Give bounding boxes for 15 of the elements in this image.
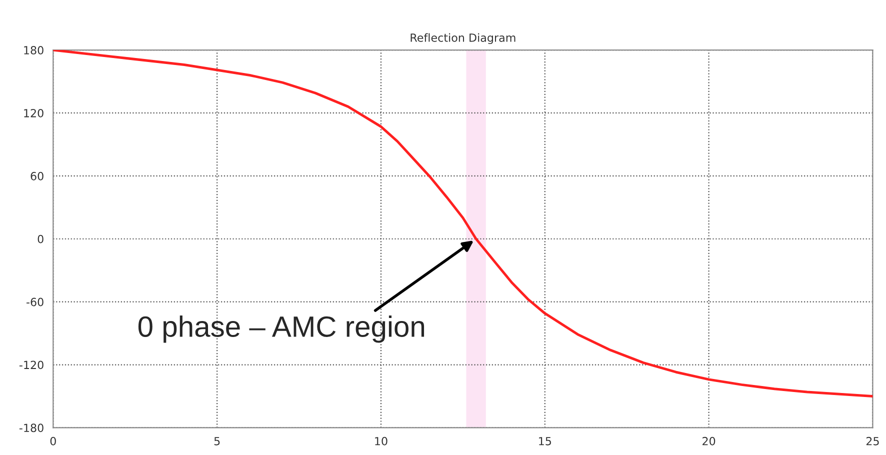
y-tick-label: 120 bbox=[24, 108, 44, 118]
chart-title: Reflection Diagram bbox=[410, 33, 516, 44]
y-tick-label: -120 bbox=[19, 360, 44, 370]
y-tick-label: 60 bbox=[30, 172, 44, 180]
y-tick-label: -180 bbox=[19, 424, 44, 432]
y-tick-label: -60 bbox=[26, 298, 44, 306]
y-tick-label: 180 bbox=[24, 46, 44, 54]
x-tick-label: 0 bbox=[50, 436, 56, 446]
x-tick-label: 25 bbox=[866, 436, 879, 446]
x-tick-label: 20 bbox=[702, 436, 716, 446]
annotation: 0 phase – AMC region bbox=[138, 316, 424, 343]
y-tick-label: 0 bbox=[38, 234, 44, 244]
x-tick-label: 5 bbox=[214, 437, 220, 446]
x-tick-label: 15 bbox=[539, 437, 551, 446]
x-tick-label: 10 bbox=[375, 436, 388, 446]
